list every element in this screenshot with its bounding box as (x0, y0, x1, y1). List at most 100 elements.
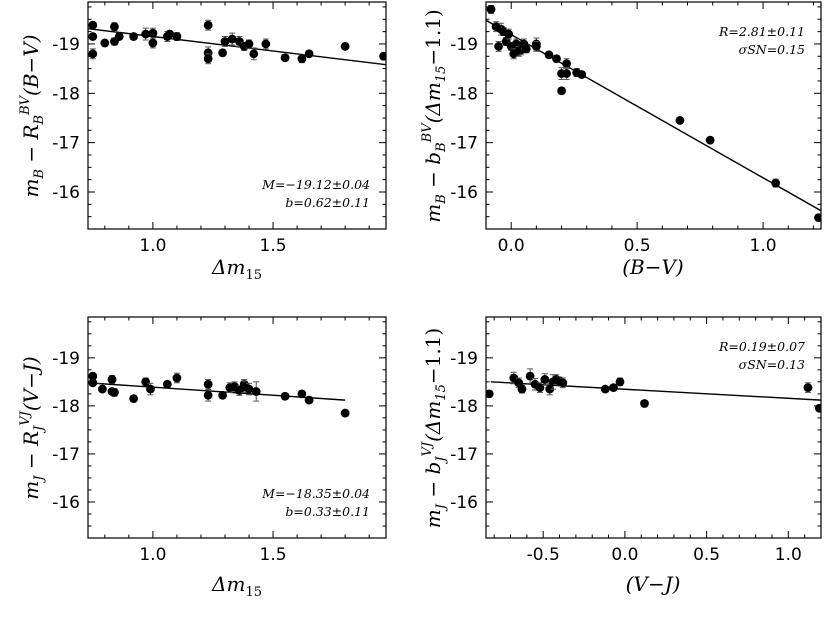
panel2-ytick-label: -17 (450, 134, 478, 154)
panel3-annotation: M=−18.35±0.04 (261, 486, 370, 501)
panel2-xtick-label: 0.5 (624, 236, 651, 256)
panel2-point (557, 86, 566, 96)
panel4-ytick-label: -18 (450, 397, 478, 417)
panel2-point (562, 59, 572, 69)
panel2-point (705, 135, 715, 145)
panel3-annotation: b=0.33±0.11 (285, 504, 370, 519)
panel2-ytick-label: -16 (450, 183, 478, 203)
panel3-data (88, 371, 350, 418)
panel2-point (494, 42, 503, 51)
panel3-point (244, 384, 254, 394)
panel1-point (114, 32, 124, 41)
panel3-point (304, 395, 314, 405)
panel4-point (558, 378, 568, 388)
panel1-point (88, 32, 98, 41)
panel1-point (203, 20, 213, 30)
panel1-data (88, 19, 386, 66)
panel1-point (172, 32, 182, 41)
panel3-point (203, 390, 213, 400)
panel3-ytick-label: -18 (52, 397, 80, 417)
panel1-ytick-label: -18 (52, 84, 80, 104)
panel4-point (545, 384, 555, 394)
panel2-xtick-label: 1.0 (750, 236, 777, 256)
panel2-point (531, 42, 541, 51)
panel1-annotation: M=−19.12±0.04 (261, 177, 370, 192)
panel1-point (148, 28, 158, 38)
panel3-point (141, 377, 151, 387)
panel4-xtick-label: -0.5 (527, 545, 560, 565)
panel2: -16 -17 -18 -19 0.0 0.5 1.0 R=2.81±0.11 σSN=0.15 (450, 1, 822, 256)
panel3-point (107, 375, 117, 384)
panel1-point (218, 48, 227, 58)
panel4-point (540, 375, 550, 384)
panel4-frame (485, 316, 822, 539)
panel4-ylabel: mJ − bJVJ(Δm15−1.1) (420, 328, 449, 528)
panel3-point (280, 391, 290, 401)
panel3-ytick-label: -17 (52, 445, 80, 465)
panel1-annotation: b=0.62±0.11 (285, 195, 370, 210)
panel2-point (771, 178, 781, 188)
panel1-xtick-label: 1.0 (139, 236, 166, 256)
panel1-point (88, 20, 98, 30)
panel1-point (203, 54, 213, 64)
panel1-ytick-label: -16 (52, 183, 80, 203)
panel2-ylabel: mB − bBBV(Δm15−1.1) (420, 9, 449, 222)
panel4-point (803, 383, 813, 393)
panel1-point (249, 49, 259, 59)
panel4-point (517, 384, 527, 394)
panel3: -16 -17 -18 -19 1.0 1.5 M=−18.35±0.04 b=0.33±0.… (52, 316, 387, 565)
panel1-point (227, 34, 237, 44)
panel4-point (640, 399, 649, 408)
panel3-point (146, 384, 155, 394)
panel1-point (280, 53, 290, 63)
panel3-point (297, 389, 307, 399)
panel3-point (251, 387, 261, 396)
panel1-point (304, 49, 314, 59)
panel4-ytick-label: -19 (450, 349, 478, 369)
panel4-ytick-label: -16 (450, 493, 478, 513)
panel4-point (615, 377, 625, 387)
panel4-annotation: R=0.19±0.07 (718, 339, 805, 354)
panel4-xtick-label: 0.0 (611, 545, 638, 565)
panel1-point (88, 49, 98, 59)
panel3-xtick-label: 1.5 (260, 545, 287, 565)
panel3-point (88, 378, 98, 388)
panel3-point (110, 388, 119, 397)
panel3-point (218, 390, 227, 400)
panel3-frame (87, 316, 387, 539)
panel2-point (814, 213, 821, 223)
panel2-ytick-label: -18 (450, 84, 478, 104)
panel3-point (88, 371, 98, 381)
panel2-xtick-label: 0.0 (498, 236, 525, 256)
panel4-ytick-label: -17 (450, 445, 478, 465)
panel2-xlabel: (B−V) (622, 255, 684, 279)
panel3-xtick-label: 1.0 (139, 545, 166, 565)
panel4-point (535, 383, 545, 393)
panel1-point (165, 29, 175, 39)
panel1-point (244, 39, 254, 49)
panel1-point (141, 29, 151, 39)
panel1-ylabel: mB − RBBV(B−V) (18, 34, 47, 197)
panel1: -16 -17 -18 -19 1.0 1.5 M=−19.12±0.04 b=0.62±0.… (52, 1, 387, 256)
panel4-annotation: σSN=0.13 (739, 357, 805, 372)
panel4-point (600, 384, 610, 394)
panel3-ytick-label: -16 (52, 493, 80, 513)
panel3-ytick-label: -19 (52, 349, 80, 369)
panel1-ytick-label: -17 (52, 134, 80, 154)
panel1-point (340, 42, 350, 51)
panel4-point (525, 371, 535, 381)
panel1-frame (87, 1, 387, 230)
panel2-data (486, 4, 821, 223)
panel3-point (172, 373, 182, 383)
panel4-data (486, 368, 821, 413)
panel3-ylabel: mJ − RJVJ(V−J) (18, 356, 47, 499)
panel1-point (297, 54, 307, 64)
panel4-xtick-label: 1.0 (775, 545, 802, 565)
panel2-point (552, 54, 561, 64)
panel1-point (220, 37, 230, 46)
panel1-xtick-label: 1.5 (260, 236, 287, 256)
panel3-point (129, 394, 139, 404)
panel2-point (521, 44, 531, 54)
panel4-xtick-label: 0.5 (693, 545, 720, 565)
